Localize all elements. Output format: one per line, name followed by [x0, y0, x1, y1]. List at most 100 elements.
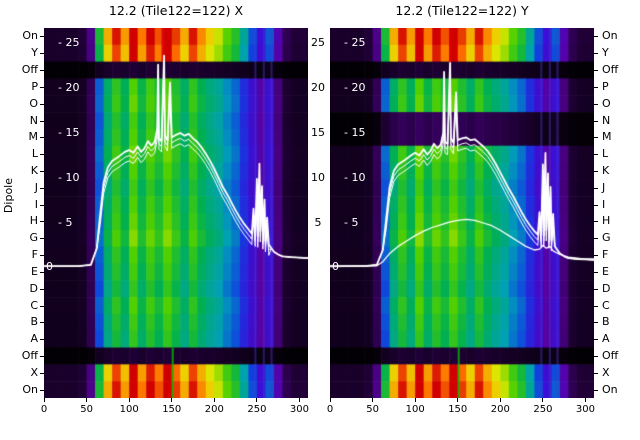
dipole-tick-left: [40, 238, 44, 240]
dipole-label-right: J: [602, 180, 606, 194]
dipole-tick-left: [40, 255, 44, 257]
dipole-label-left: M: [28, 130, 39, 144]
dipole-label-left: H: [29, 214, 38, 228]
dipole-label-left: C: [30, 298, 38, 312]
dipole-tick-left: [40, 305, 44, 307]
dipole-tick-right: [594, 53, 598, 55]
dipole-label-right: M: [602, 130, 612, 144]
x-tick-label: 150: [448, 404, 468, 415]
dipole-label-left: On: [22, 29, 38, 43]
dipole-label-right: X: [602, 365, 610, 379]
dipole-label-left: P: [31, 79, 38, 93]
dipole-label-right: C: [602, 298, 610, 312]
dipole-tick-right: [594, 355, 598, 357]
power-scale-label-right: 25: [311, 36, 325, 49]
x-tick-label: 250: [247, 404, 267, 415]
dipole-tick-left: [40, 187, 44, 189]
power-scale-zero-label: 0: [46, 260, 53, 273]
power-scale-label-left: - 25: [344, 36, 366, 49]
dipole-label-right: On: [602, 29, 618, 43]
dipole-label-right: Off: [602, 63, 619, 77]
x-tick-mark: [329, 398, 331, 402]
x-tick-label: 200: [204, 404, 224, 415]
dipole-label-right: E: [602, 264, 609, 278]
dipole-label-left: Off: [21, 63, 38, 77]
power-scale-label-left: - 10: [58, 171, 80, 184]
power-scale-label-left: - 5: [344, 216, 359, 229]
dipole-label-right: G: [602, 231, 611, 245]
dipole-label-left: B: [30, 315, 38, 329]
x-tick-mark: [457, 398, 459, 402]
dipole-label-right: N: [602, 113, 611, 127]
dipole-tick-left: [40, 271, 44, 273]
x-tick-mark: [542, 398, 544, 402]
x-tick-label: 250: [533, 404, 553, 415]
dipole-tick-right: [594, 271, 598, 273]
dipole-tick-left: [40, 288, 44, 290]
x-tick-mark: [43, 398, 45, 402]
dipole-label-right: O: [602, 96, 611, 110]
x-tick-mark: [298, 398, 300, 402]
dipole-label-right: F: [602, 248, 609, 262]
dipole-tick-left: [40, 103, 44, 105]
dipole-tick-right: [594, 86, 598, 88]
dipole-label-left: A: [30, 332, 38, 346]
dipole-tick-left: [40, 86, 44, 88]
dipole-tick-right: [594, 204, 598, 206]
dipole-label-left: On: [22, 382, 38, 396]
dipole-label-right: Off: [602, 348, 619, 362]
dipole-label-right: L: [602, 147, 609, 161]
dipole-tick-left: [40, 120, 44, 122]
power-scale-label-left: - 15: [58, 126, 80, 139]
dipole-tick-right: [594, 154, 598, 156]
dipole-label-left: E: [31, 264, 38, 278]
dipole-label-left: N: [29, 113, 38, 127]
dipole-label-right: B: [602, 315, 610, 329]
dipole-tick-left: [40, 339, 44, 341]
dipole-tick-left: [40, 355, 44, 357]
dipole-label-right: Y: [602, 46, 609, 60]
x-tick-label: 0: [326, 404, 334, 415]
dipole-tick-left: [40, 36, 44, 38]
dipole-tick-right: [594, 187, 598, 189]
dipole-label-right: D: [602, 281, 611, 295]
plot-y-title: 12.2 (Tile122=122) Y: [395, 3, 529, 18]
dipole-tick-right: [594, 36, 598, 38]
dipole-tick-right: [594, 170, 598, 172]
dipole-tick-right: [594, 288, 598, 290]
dipole-label-left: F: [31, 248, 38, 262]
x-tick-mark: [372, 398, 374, 402]
dipole-label-right: On: [602, 382, 618, 396]
x-tick-mark: [256, 398, 258, 402]
dipole-tick-right: [594, 120, 598, 122]
dipole-tick-left: [40, 70, 44, 72]
x-tick-label: 50: [80, 404, 93, 415]
dipole-label-left: D: [29, 281, 38, 295]
x-tick-mark: [128, 398, 130, 402]
x-tick-label: 150: [162, 404, 182, 415]
dipole-label-right: P: [602, 79, 609, 93]
dipole-tick-right: [594, 238, 598, 240]
dipole-label-left: Off: [21, 348, 38, 362]
plot-x-title: 12.2 (Tile122=122) X: [108, 3, 244, 18]
dipole-tick-left: [40, 372, 44, 374]
power-scale-label-left: - 5: [58, 216, 73, 229]
dipole-tick-left: [40, 53, 44, 55]
dipole-label-right: K: [602, 163, 610, 177]
dipole-tick-left: [40, 170, 44, 172]
dipole-tick-right: [594, 137, 598, 139]
dipole-tick-left: [40, 389, 44, 391]
power-scale-label-left: - 20: [58, 81, 80, 94]
dipole-tick-right: [594, 70, 598, 72]
x-tick-label: 0: [40, 404, 48, 415]
x-tick-label: 100: [119, 404, 139, 415]
dipole-label-left: I: [34, 197, 38, 211]
dipole-label-right: A: [602, 332, 610, 346]
x-tick-mark: [86, 398, 88, 402]
x-tick-mark: [414, 398, 416, 402]
x-tick-mark: [213, 398, 215, 402]
x-tick-mark: [499, 398, 501, 402]
x-tick-label: 50: [366, 404, 379, 415]
dipole-label-right: I: [602, 197, 606, 211]
x-tick-label: 200: [490, 404, 510, 415]
